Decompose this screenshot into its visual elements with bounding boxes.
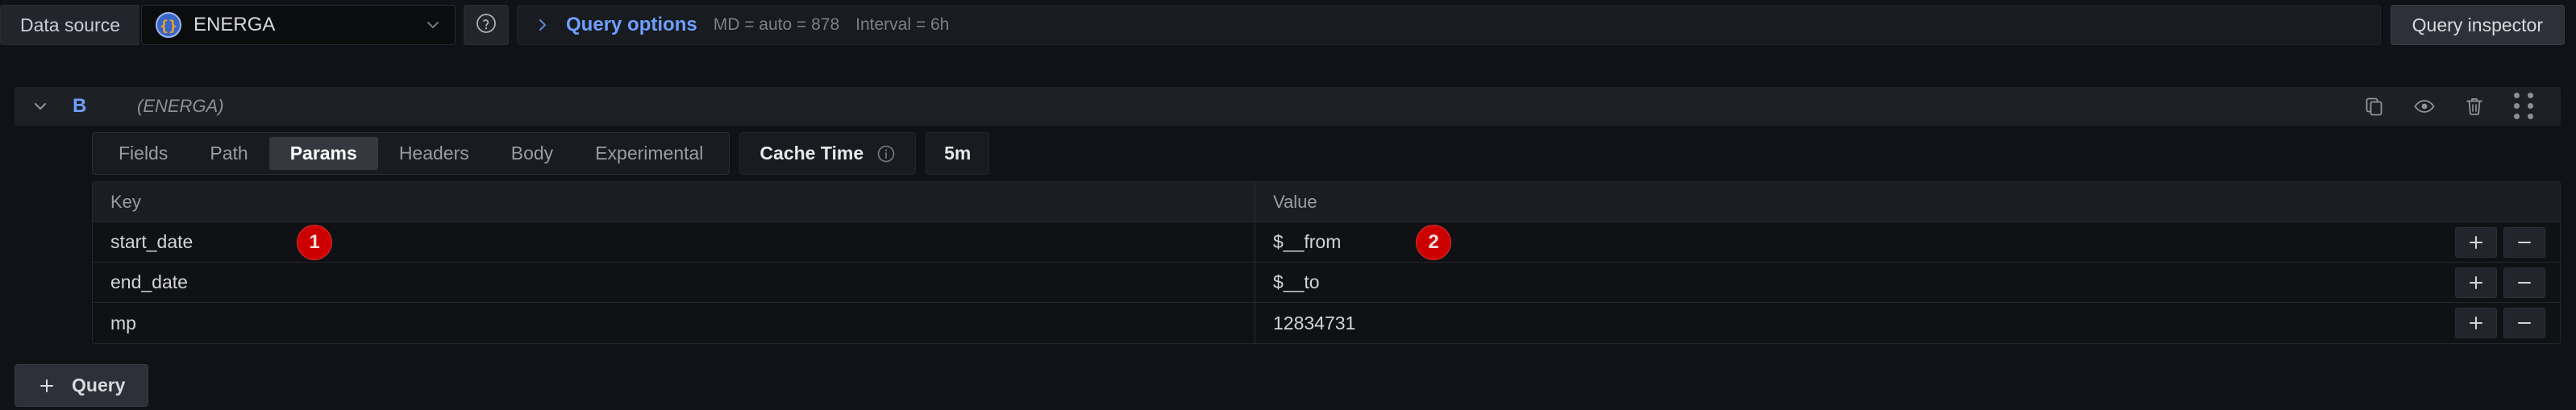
info-circle-icon[interactable] <box>876 144 896 164</box>
query-row-b: B (ENERGA) <box>15 87 2561 344</box>
table-row: end_date $__to <box>93 263 2560 303</box>
remove-param-button[interactable] <box>2503 267 2545 298</box>
param-value-text: $__from <box>1273 231 1342 252</box>
param-key-input[interactable]: mp <box>93 303 1255 343</box>
cache-time-input[interactable]: 5m <box>926 132 990 175</box>
cache-time-label-group: Cache Time <box>739 132 917 175</box>
duplicate-query-icon[interactable] <box>2364 96 2385 117</box>
table-row: start_date 1 $__from 2 <box>93 222 2560 263</box>
add-param-button[interactable] <box>2455 308 2497 338</box>
add-query-button[interactable]: Query <box>15 364 149 407</box>
params-table-header: Key Value <box>93 182 2560 222</box>
query-options-bar: Query options MD = auto = 878 Interval =… <box>517 5 2381 45</box>
query-ref-id[interactable]: B <box>73 95 87 117</box>
tab-body[interactable]: Body <box>510 143 554 164</box>
max-data-points-value: MD = auto = 878 <box>713 15 840 34</box>
trash-icon[interactable] <box>2464 96 2485 117</box>
chevron-down-icon[interactable] <box>31 97 50 116</box>
params-table: Key Value start_date 1 $__from 2 <box>92 181 2561 344</box>
column-header-key: Key <box>93 182 1255 222</box>
datasource-label: Data source <box>0 5 140 45</box>
json-braces-icon: {} <box>155 11 182 39</box>
svg-text:{}: {} <box>160 18 177 35</box>
tab-params[interactable]: Params <box>268 137 378 170</box>
datasource-toolbar: Data source {} ENERGA <box>0 5 2576 45</box>
query-options-toggle[interactable]: Query options <box>566 14 697 35</box>
param-key-input[interactable]: end_date <box>93 263 1255 302</box>
add-param-button[interactable] <box>2455 267 2497 298</box>
query-tabs: Fields Path Params Headers Body Experime… <box>92 132 730 175</box>
param-value-input[interactable]: $__to <box>1255 263 2449 302</box>
remove-param-button[interactable] <box>2503 226 2545 258</box>
tab-headers[interactable]: Headers <box>398 143 469 164</box>
row-actions <box>2449 303 2560 343</box>
tab-experimental[interactable]: Experimental <box>595 143 704 164</box>
remove-param-button[interactable] <box>2503 308 2545 338</box>
tab-fields[interactable]: Fields <box>119 143 169 164</box>
param-value-input[interactable]: 12834731 <box>1255 303 2449 343</box>
chevron-down-icon <box>424 16 442 34</box>
cache-time-label: Cache Time <box>759 143 864 164</box>
query-inspector-button[interactable]: Query inspector <box>2390 5 2565 45</box>
param-key-text: end_date <box>110 271 188 292</box>
query-row-actions <box>2364 93 2549 119</box>
interval-value: Interval = 6h <box>855 15 950 34</box>
param-key-text: start_date <box>110 231 194 252</box>
question-circle-icon <box>475 12 497 39</box>
datasource-help-button[interactable] <box>464 5 510 45</box>
param-value-text: 12834731 <box>1273 312 1356 333</box>
datasource-name: ENERGA <box>194 14 276 35</box>
param-key-input[interactable]: start_date 1 <box>93 222 1255 262</box>
drag-handle-icon[interactable] <box>2514 93 2535 119</box>
table-row: mp 12834731 <box>93 303 2560 343</box>
row-actions <box>2449 263 2560 302</box>
chevron-right-icon[interactable] <box>535 18 550 32</box>
annotation-badge-2: 2 <box>1417 226 1450 259</box>
param-value-input[interactable]: $__from 2 <box>1255 222 2449 262</box>
row-actions <box>2449 222 2560 262</box>
datasource-picker[interactable]: {} ENERGA <box>141 5 456 45</box>
query-row-header: B (ENERGA) <box>15 87 2561 126</box>
param-key-text: mp <box>110 312 136 333</box>
add-param-button[interactable] <box>2455 226 2497 258</box>
plus-icon <box>38 377 56 395</box>
param-value-text: $__to <box>1273 271 1320 292</box>
column-header-value: Value <box>1273 191 1317 212</box>
query-datasource-note: (ENERGA) <box>137 96 224 116</box>
annotation-badge-1: 1 <box>298 226 331 259</box>
tab-path[interactable]: Path <box>210 143 248 164</box>
add-query-label: Query <box>72 375 126 396</box>
toggle-visibility-icon[interactable] <box>2414 96 2435 117</box>
query-editor-tabbar: Fields Path Params Headers Body Experime… <box>15 126 2561 181</box>
